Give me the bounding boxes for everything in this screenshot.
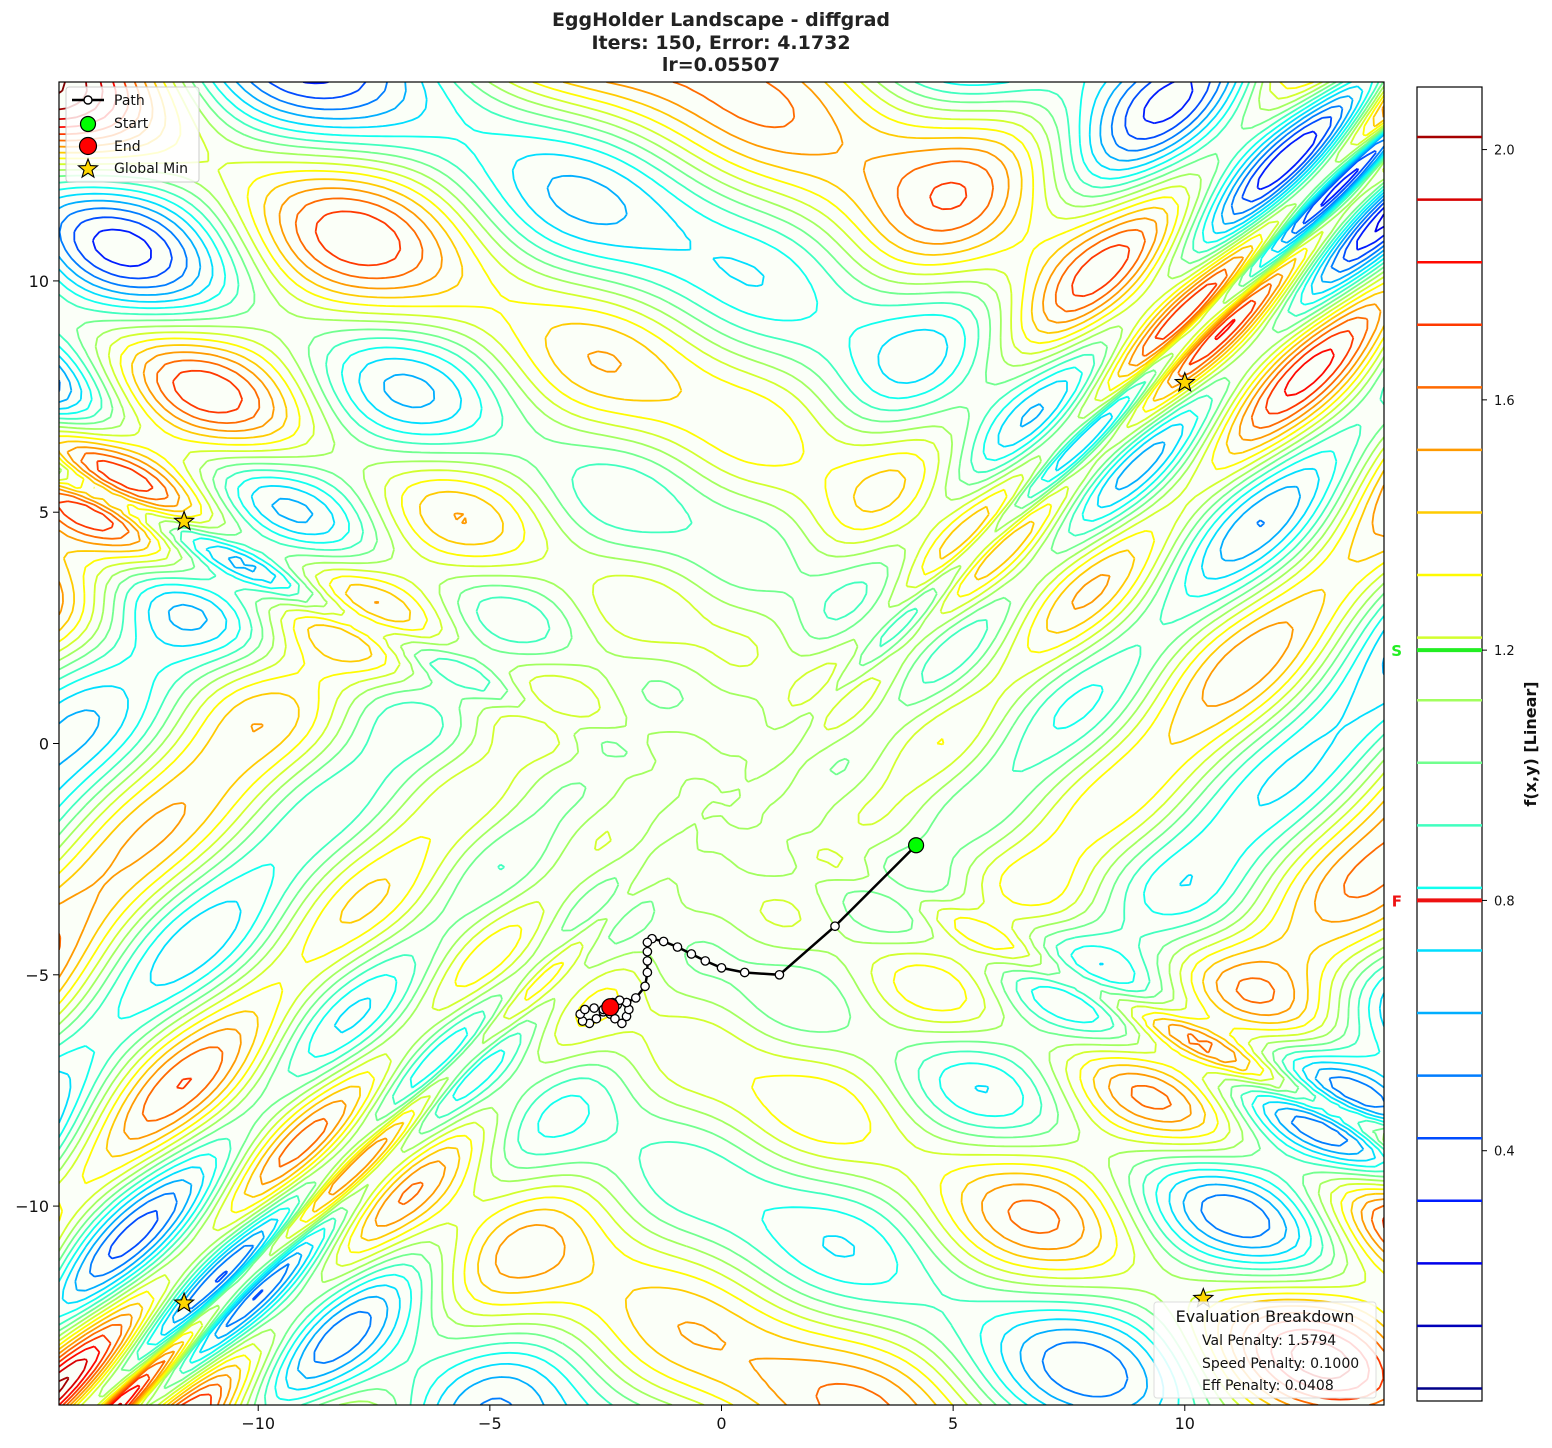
path-point — [700, 956, 711, 966]
path-point — [630, 993, 641, 1003]
y-tick-label: −10 — [15, 1197, 49, 1216]
path-point — [739, 967, 750, 978]
path-point — [579, 1004, 590, 1015]
contour-level — [1374, 213, 1384, 233]
contour-level — [59, 82, 1384, 1405]
val-penalty: Val Penalty: 1.5794 — [1202, 1333, 1336, 1349]
colorbar-marker-label: F — [1392, 892, 1402, 910]
contour-level — [59, 82, 1384, 1405]
legend-label-start: Start — [114, 116, 149, 132]
path-point — [686, 949, 697, 959]
y-tick-label: 5 — [39, 503, 49, 522]
y-tick-label: 0 — [39, 735, 49, 754]
legend-label-end: End — [114, 139, 141, 155]
plot-area — [58, 81, 1385, 1406]
x-axis: −10 −5 0 5 10 — [241, 1405, 1195, 1433]
contour-level — [73, 82, 1384, 1301]
legend-end-marker — [78, 136, 98, 156]
x-tick-label: −10 — [241, 1414, 275, 1433]
contour-level — [59, 82, 1384, 1405]
colorbar-label: f(x,y) [Linear] — [1521, 681, 1540, 806]
path-point — [830, 921, 840, 932]
global-min-star — [173, 1291, 196, 1313]
contour-level — [92, 82, 1384, 268]
colorbar-markers: SF — [1391, 642, 1482, 910]
optimizer-path — [575, 837, 925, 1029]
colorbar-tick-label: 0.8 — [1494, 894, 1515, 909]
start-marker — [907, 837, 925, 854]
path-point — [774, 969, 785, 980]
legend: Path Start End Global Min — [65, 86, 200, 183]
x-tick-label: 10 — [1175, 1414, 1195, 1433]
global-minima — [173, 371, 1215, 1313]
contour-level — [59, 82, 1384, 1405]
path-point — [640, 981, 650, 992]
legend-start-marker — [79, 115, 97, 133]
y-tick-label: 10 — [29, 272, 49, 291]
global-min-star — [1173, 371, 1196, 393]
contour-level — [59, 82, 1384, 1405]
chart-title-line-3: lr=0.05507 — [662, 54, 780, 76]
contour-level — [59, 82, 1384, 1405]
contour-level — [59, 82, 1384, 1405]
x-tick-label: −5 — [478, 1414, 502, 1433]
colorbar-tick-label: 1.6 — [1494, 394, 1515, 409]
colorbar: 2.01.61.20.80.4 SF f(x,y) [Linear] — [1391, 86, 1540, 1402]
y-axis: 10 5 0 −5 −10 — [15, 272, 59, 1216]
path-point — [642, 937, 653, 948]
x-tick-label: 0 — [716, 1414, 726, 1433]
contour-lines — [59, 82, 1384, 1405]
legend-label-path: Path — [114, 93, 145, 109]
eff-penalty: Eff Penalty: 0.0408 — [1202, 1378, 1334, 1394]
path-point — [716, 963, 727, 973]
global-min-star — [173, 509, 196, 531]
contour-level — [59, 82, 1384, 1405]
contour-level — [59, 82, 1384, 1405]
path-point — [672, 942, 683, 952]
y-tick-label: −5 — [25, 966, 49, 985]
contour-level — [59, 82, 1384, 1405]
colorbar-tick-label: 0.4 — [1494, 1145, 1515, 1160]
path-point — [591, 1013, 602, 1024]
path-point — [642, 946, 653, 957]
path-point — [617, 1018, 627, 1029]
colorbar-tick-label: 1.2 — [1494, 644, 1515, 659]
legend-star-icon — [77, 157, 99, 179]
legend-label-global-min: Global Min — [114, 161, 188, 177]
x-tick-label: 5 — [948, 1414, 958, 1433]
colorbar-tick-label: 2.0 — [1494, 144, 1515, 159]
colorbar-ticks: 2.0 1.6 1.2 0.8 0.4 — [1482, 144, 1515, 1160]
path-point — [642, 967, 653, 978]
evaluation-breakdown-title: Evaluation Breakdown — [1176, 1307, 1355, 1326]
chart-title-line-1: EggHolder Landscape - diffgrad — [552, 9, 890, 31]
path-point — [658, 936, 669, 947]
colorbar-levels — [1417, 135, 1482, 1390]
legend-path-marker — [83, 95, 93, 105]
colorbar-marker-label: S — [1391, 642, 1402, 660]
chart-title-line-2: Iters: 150, Error: 4.1732 — [591, 32, 850, 54]
speed-penalty: Speed Penalty: 0.1000 — [1202, 1356, 1359, 1372]
contour-level — [59, 82, 1384, 1405]
end-marker — [601, 998, 620, 1017]
path-point — [589, 1003, 599, 1013]
evaluation-breakdown: Evaluation Breakdown Val Penalty: 1.5794… — [1153, 1301, 1377, 1399]
path-point — [642, 956, 653, 966]
